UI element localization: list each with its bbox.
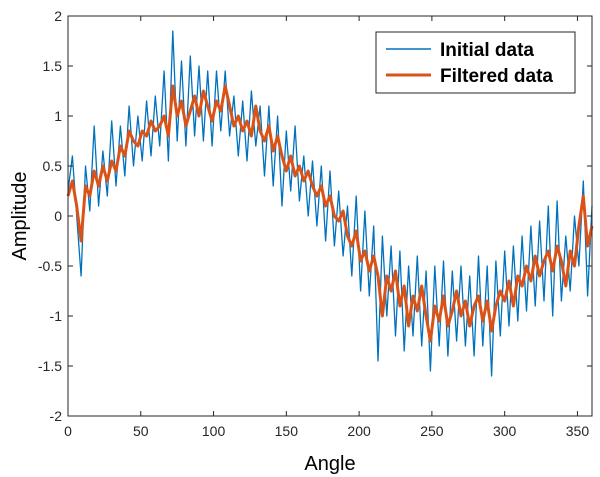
x-tick-label: 100 — [202, 423, 226, 439]
y-tick-label: -1.5 — [38, 358, 62, 374]
y-tick-label: -0.5 — [38, 258, 62, 274]
x-tick-label: 300 — [493, 423, 517, 439]
legend-label-initial: Initial data — [440, 40, 534, 61]
x-tick-label: 350 — [566, 423, 590, 439]
y-tick-label: 1 — [54, 108, 62, 124]
x-tick-label: 0 — [64, 423, 72, 439]
legend-label-filtered: Filtered data — [440, 66, 553, 87]
x-axis-label: Angle — [304, 453, 355, 475]
y-tick-label: 0 — [54, 208, 62, 224]
series-filtered-data-line — [66, 84, 594, 343]
legend: Initial data Filtered data — [375, 31, 576, 94]
x-tick-label: 200 — [347, 423, 371, 439]
series-initial-data-line — [67, 30, 593, 377]
legend-box — [375, 31, 576, 94]
y-tick-label: -2 — [50, 408, 63, 424]
y-tick-label: 1.5 — [43, 58, 63, 74]
x-tick-label: 250 — [420, 423, 444, 439]
series-lines — [66, 30, 594, 377]
ticks: 0 50 100 150 200 250 300 350 -2 -1.5 -1 -0.5 0 0.5 1 1.… — [38, 8, 592, 439]
y-tick-label: 0.5 — [43, 158, 63, 174]
y-tick-label: -1 — [50, 308, 63, 324]
x-tick-label: 150 — [275, 423, 299, 439]
y-axis-label: Amplitude — [9, 172, 31, 261]
y-tick-label: 2 — [54, 8, 62, 24]
x-tick-label: 50 — [133, 423, 149, 439]
